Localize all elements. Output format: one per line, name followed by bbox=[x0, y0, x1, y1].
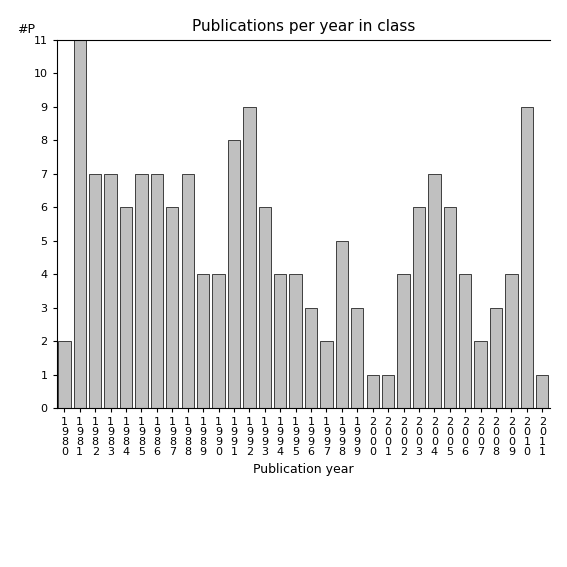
Bar bbox=[320, 341, 333, 408]
Bar bbox=[181, 174, 194, 408]
Bar bbox=[459, 274, 471, 408]
Bar bbox=[443, 207, 456, 408]
Bar bbox=[397, 274, 410, 408]
Bar bbox=[74, 40, 86, 408]
Bar bbox=[213, 274, 225, 408]
Title: Publications per year in class: Publications per year in class bbox=[192, 19, 415, 35]
Bar bbox=[290, 274, 302, 408]
Bar bbox=[151, 174, 163, 408]
Bar bbox=[89, 174, 101, 408]
Bar bbox=[336, 241, 348, 408]
Bar bbox=[366, 375, 379, 408]
Bar bbox=[243, 107, 256, 408]
Bar bbox=[166, 207, 179, 408]
Bar bbox=[536, 375, 548, 408]
Bar bbox=[428, 174, 441, 408]
Bar bbox=[136, 174, 147, 408]
X-axis label: Publication year: Publication year bbox=[253, 463, 354, 476]
Bar bbox=[382, 375, 394, 408]
Bar bbox=[104, 174, 117, 408]
Bar bbox=[521, 107, 533, 408]
Bar bbox=[475, 341, 487, 408]
Text: #P: #P bbox=[17, 23, 35, 36]
Bar bbox=[305, 308, 317, 408]
Bar bbox=[274, 274, 286, 408]
Bar bbox=[490, 308, 502, 408]
Bar bbox=[228, 140, 240, 408]
Bar bbox=[58, 341, 70, 408]
Bar bbox=[413, 207, 425, 408]
Bar bbox=[505, 274, 518, 408]
Bar bbox=[197, 274, 209, 408]
Bar bbox=[259, 207, 271, 408]
Bar bbox=[351, 308, 363, 408]
Bar bbox=[120, 207, 132, 408]
